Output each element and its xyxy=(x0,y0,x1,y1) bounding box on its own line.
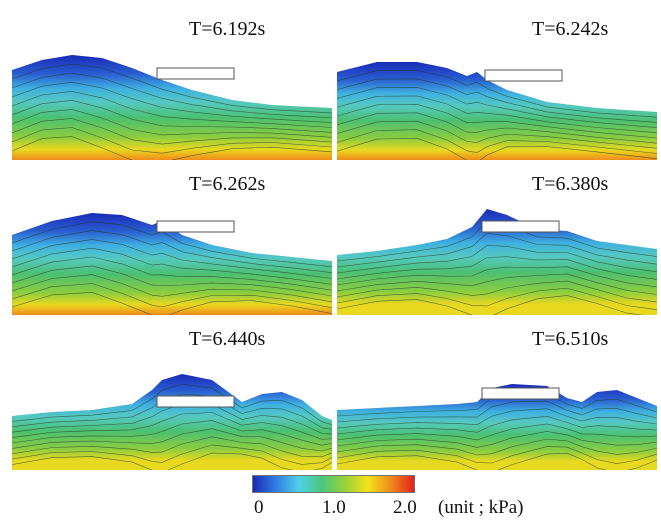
pressure-contour-line xyxy=(12,436,332,458)
floating-body xyxy=(484,69,563,82)
pressure-contour-line xyxy=(12,247,332,285)
floating-body xyxy=(481,387,560,400)
pressure-contour-line xyxy=(12,412,332,440)
time-label: T=6.510s xyxy=(532,328,609,350)
snapshot-panel-6: T=6.510s xyxy=(337,320,657,470)
floating-body xyxy=(156,67,235,80)
time-label: T=6.380s xyxy=(532,173,609,195)
snapshot-panel-4: T=6.380s xyxy=(337,165,657,315)
pressure-field-plot xyxy=(12,55,332,160)
pressure-contour-line xyxy=(12,239,332,279)
pressure-contour-line xyxy=(12,256,332,291)
fluid-region xyxy=(337,384,657,470)
snapshot-panel-1: T=6.192s xyxy=(12,10,332,160)
pressure-contour-line xyxy=(337,137,657,160)
pressure-field-plot xyxy=(12,374,332,470)
colorbar-gradient xyxy=(252,475,415,493)
pressure-contour-line xyxy=(337,266,657,288)
pressure-contour-line xyxy=(337,273,657,295)
pressure-contour-line xyxy=(12,291,332,315)
pressure-field-plot xyxy=(12,213,332,315)
pressure-contour-line xyxy=(337,256,657,280)
fluid-region xyxy=(337,209,657,315)
pressure-contour-line xyxy=(337,95,657,134)
pressure-contour-line xyxy=(337,245,657,274)
pressure-contour-line xyxy=(12,383,332,425)
colorbar-unit-label: (unit ; kPa) xyxy=(438,497,524,518)
pressure-contour-line xyxy=(12,136,332,160)
pressure-contour-line xyxy=(337,295,643,315)
pressure-contour-line xyxy=(12,283,332,308)
pressure-contour-line xyxy=(337,112,657,144)
fluid-region xyxy=(337,62,657,160)
pressure-contour-line xyxy=(337,408,657,429)
pressure-contour-line xyxy=(12,90,332,128)
fluid-region xyxy=(12,55,332,160)
pressure-contour-line xyxy=(337,446,657,464)
pressure-contour-line xyxy=(337,232,657,268)
snapshot-panel-2: T=6.242s xyxy=(337,10,657,160)
pressure-contour-line xyxy=(337,438,657,456)
pressure-contour-line xyxy=(337,120,657,149)
time-label: T=6.192s xyxy=(189,18,266,40)
pressure-contour-line xyxy=(337,70,657,118)
pressure-contour-line xyxy=(337,78,657,123)
pressure-contour-line xyxy=(12,63,332,114)
pressure-contour-line xyxy=(337,452,657,470)
floating-body xyxy=(156,220,235,233)
colorbar-tick-2: 2.0 xyxy=(393,497,417,518)
pressure-contour-line xyxy=(12,274,332,303)
pressure-contour-line xyxy=(12,393,332,430)
pressure-contour-line xyxy=(12,127,332,154)
pressure-contour-line xyxy=(337,129,657,154)
colorbar-tick-0: 0 xyxy=(254,497,264,518)
pressure-contour-line xyxy=(12,118,332,145)
pressure-contour-line xyxy=(12,428,332,452)
pressure-contour-line xyxy=(337,415,657,435)
floating-body xyxy=(481,220,560,233)
pressure-contour-line xyxy=(12,81,332,123)
snapshot-panel-3: T=6.262s xyxy=(12,165,332,315)
pressure-contour-line xyxy=(12,99,332,133)
pressure-contour-line xyxy=(12,109,332,138)
time-label: T=6.262s xyxy=(189,173,266,195)
pressure-contour-line xyxy=(12,420,332,446)
pressure-contour-line xyxy=(12,230,332,273)
pressure-field-plot xyxy=(337,209,657,315)
pressure-contour-line xyxy=(12,444,332,465)
floating-body xyxy=(156,395,235,408)
pressure-contour-line xyxy=(12,452,332,470)
pressure-contour-line xyxy=(337,431,657,448)
pressure-contour-line xyxy=(337,87,657,128)
pressure-contour-line xyxy=(337,103,657,139)
time-label: T=6.242s xyxy=(532,18,609,40)
colorbar-tick-1: 1.0 xyxy=(322,497,346,518)
pressure-contour-line xyxy=(12,72,332,119)
time-label: T=6.440s xyxy=(189,328,266,350)
pressure-contour-line xyxy=(337,280,657,303)
pressure-field-plot xyxy=(337,62,657,160)
pressure-contour-line xyxy=(337,287,657,310)
pressure-contour-line xyxy=(337,423,657,441)
pressure-colorbar: 0 1.0 2.0 (unit ; kPa) xyxy=(252,475,622,521)
fluid-region xyxy=(12,213,332,315)
pressure-field-plot xyxy=(337,384,657,470)
pressure-contour-line xyxy=(337,400,657,423)
snapshot-panel-5: T=6.440s xyxy=(12,320,332,470)
pressure-contour-line xyxy=(12,265,332,297)
